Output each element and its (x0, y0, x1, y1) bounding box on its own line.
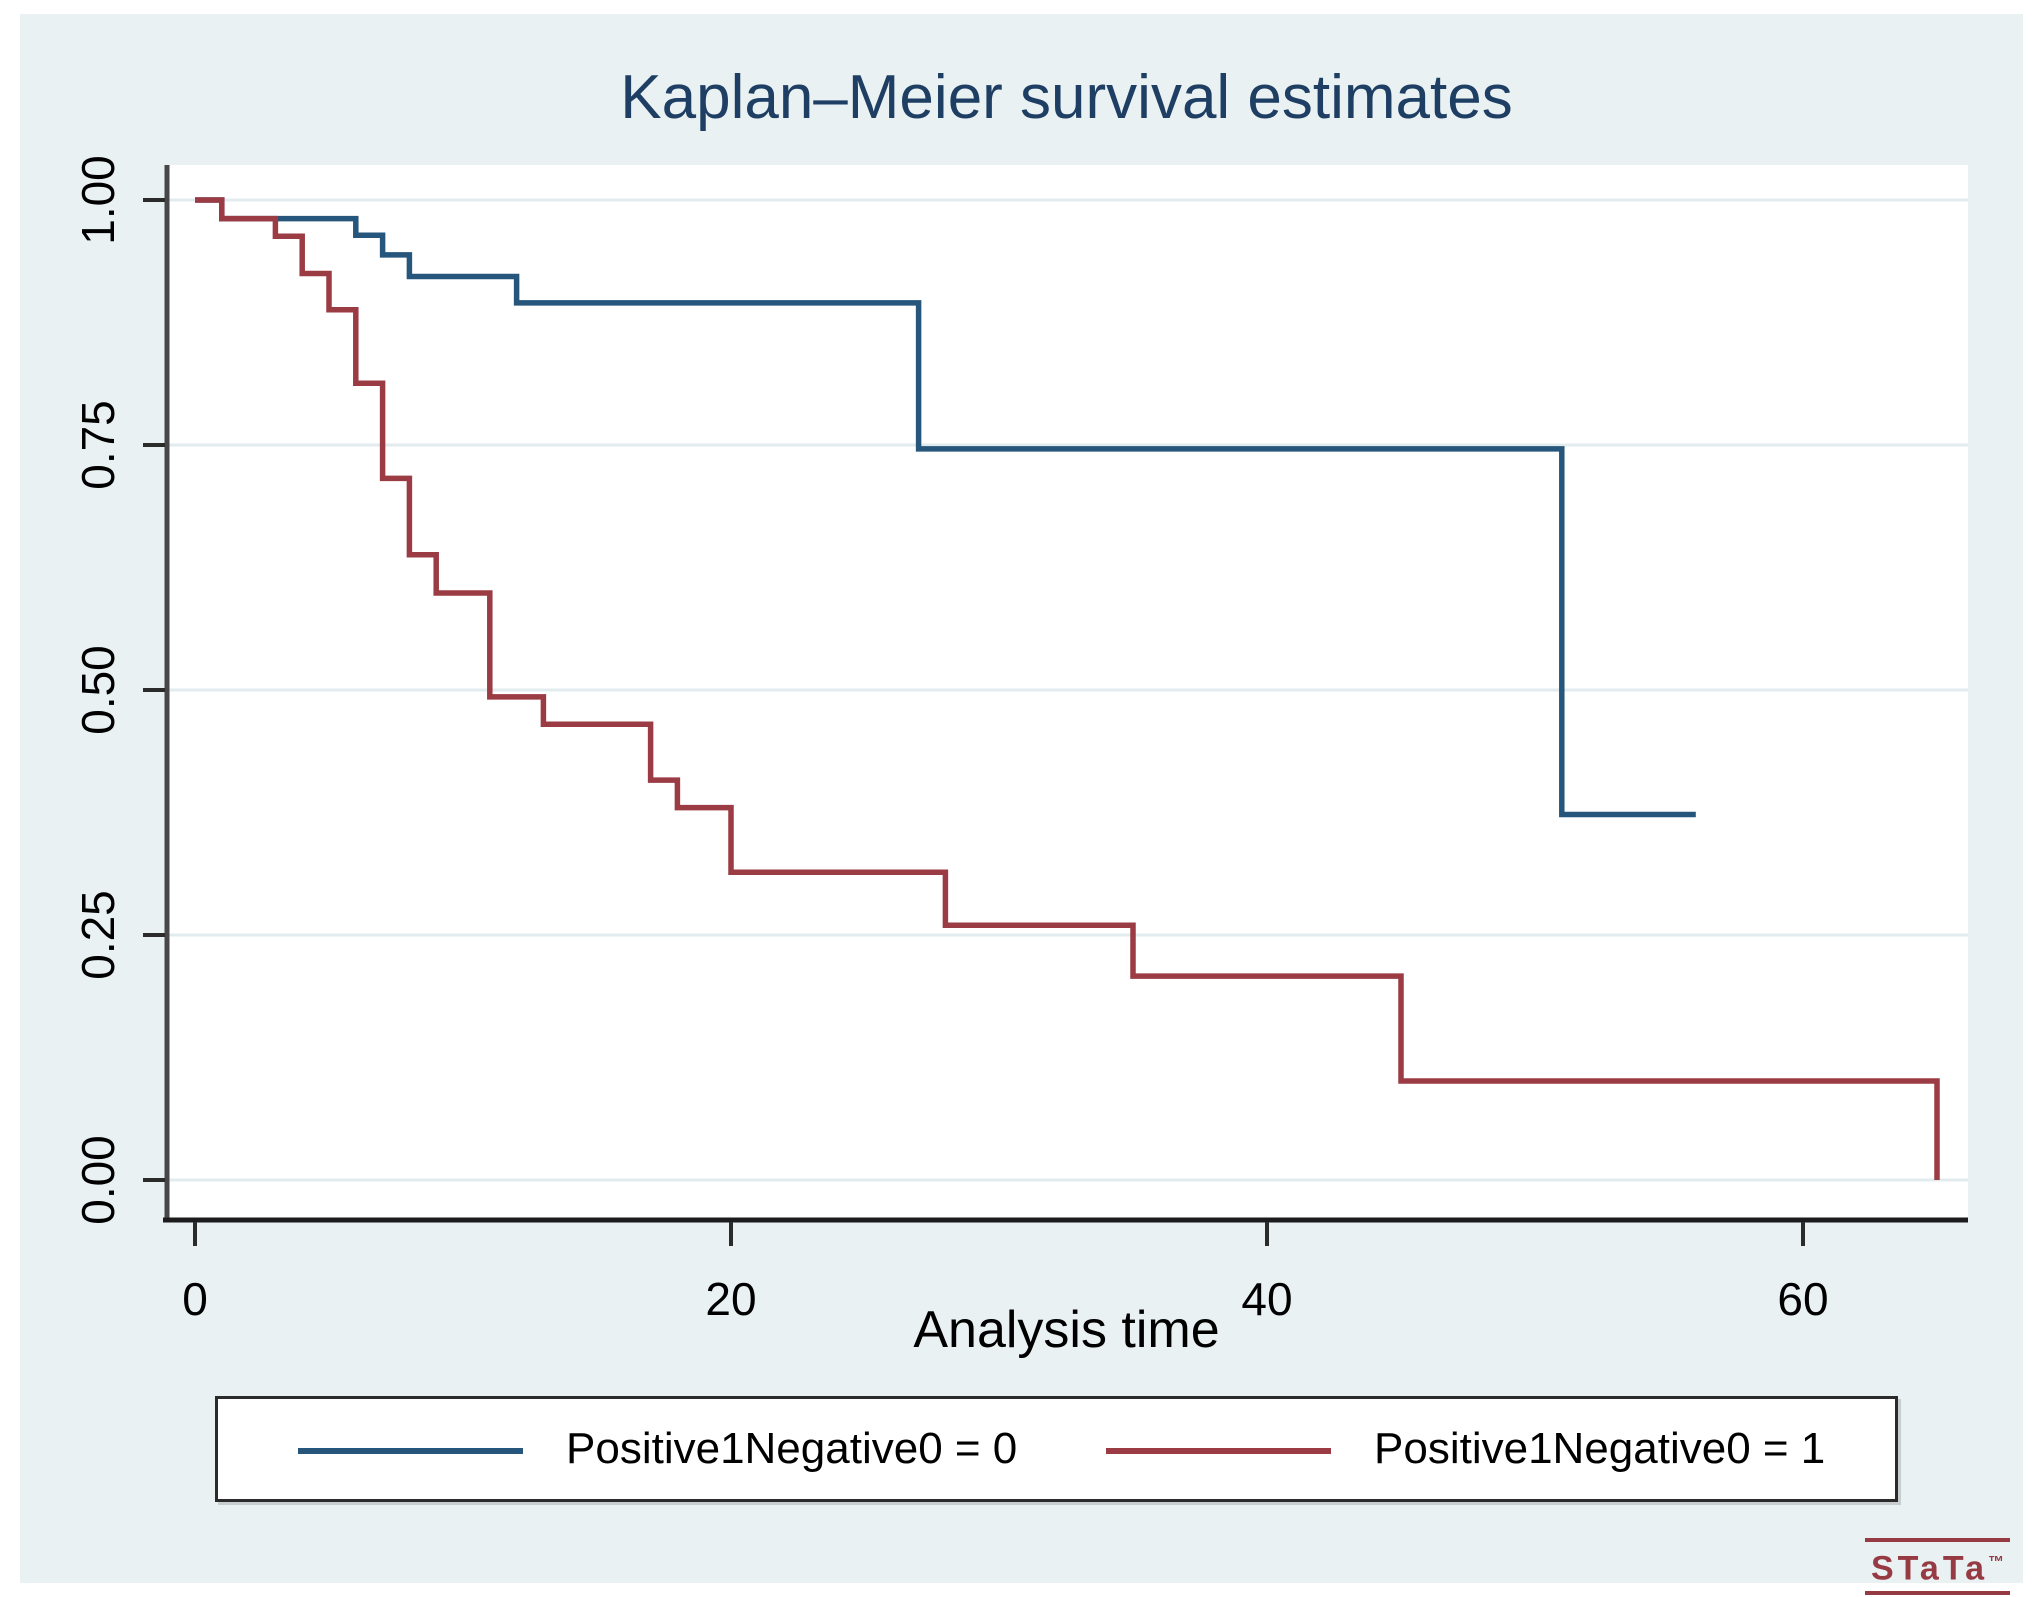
y-tick-label: 0.50 (72, 645, 124, 735)
legend-swatch-group1 (1106, 1448, 1331, 1454)
x-tick-label: 40 (1241, 1273, 1293, 1325)
x-axis-label: Analysis time (913, 1301, 1220, 1359)
stata-logo-text: STaTa (1871, 1549, 1988, 1588)
legend-label-group1: Positive1Negative0 = 1 (1374, 1424, 1826, 1473)
survival-curve-group1 (195, 197, 1940, 1180)
survival-curve-group0 (195, 197, 1696, 818)
y-tick-label: 0.25 (72, 890, 124, 980)
stata-logo-tm: ™ (1988, 1554, 2004, 1571)
legend-swatch-group0 (298, 1448, 523, 1454)
x-tick-label: 0 (182, 1273, 208, 1325)
plot-area (165, 165, 1968, 1220)
stata-logo: STaTa™ (1865, 1538, 2010, 1596)
legend-label-group0: Positive1Negative0 = 0 (566, 1424, 1018, 1473)
chart-title: Kaplan–Meier survival estimates (620, 63, 1513, 132)
y-tick-label: 0.75 (72, 400, 124, 490)
x-tick-label: 20 (705, 1273, 757, 1325)
y-tick-label: 1.00 (72, 155, 124, 245)
legend: Positive1Negative0 = 0 Positive1Negative… (215, 1396, 1898, 1502)
x-tick-label: 60 (1777, 1273, 1829, 1325)
y-tick-label: 0.00 (72, 1135, 124, 1225)
